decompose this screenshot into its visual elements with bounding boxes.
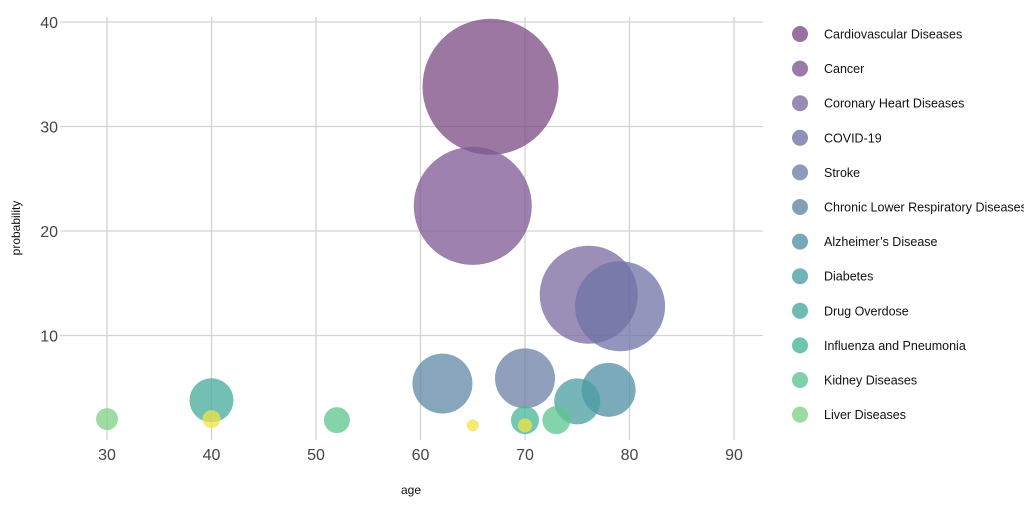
- legend-marker-icon: [792, 129, 808, 146]
- bubble-kidney-diseases[interactable]: [542, 406, 571, 435]
- axes: age probability 10 20 30 40 30 40 50 60 70 80 90: [9, 15, 743, 497]
- x-tick-label: 40: [203, 447, 221, 464]
- x-axis-title: age: [401, 483, 421, 497]
- legend-marker-icon: [792, 302, 808, 319]
- legend-marker-icon: [792, 233, 808, 250]
- bubble-covid-19[interactable]: [575, 261, 666, 352]
- bubble-stroke[interactable]: [495, 348, 555, 409]
- legend-label: Chronic Lower Respiratory Diseases: [824, 201, 1024, 215]
- legend-item[interactable]: Cancer: [792, 60, 864, 77]
- y-axis-title: probability: [9, 201, 23, 256]
- legend-label: Cardiovascular Diseases: [824, 28, 962, 42]
- legend-marker-icon: [792, 164, 808, 181]
- y-tick-label: 10: [40, 329, 58, 346]
- legend-label: COVID-19: [824, 131, 882, 145]
- legend-marker-icon: [792, 268, 808, 285]
- legend: Cardiovascular Diseases Cancer Coronary He…: [792, 26, 1024, 423]
- legend-item[interactable]: Stroke: [792, 164, 860, 181]
- legend-item[interactable]: Liver Diseases: [792, 406, 906, 423]
- x-tick-label: 80: [621, 447, 639, 464]
- legend-item[interactable]: Alzheimer’s Disease: [792, 233, 938, 250]
- x-tick-label: 50: [307, 447, 325, 464]
- legend-marker-icon: [792, 60, 808, 77]
- legend-item[interactable]: Cardiovascular Diseases: [792, 26, 962, 42]
- x-tick-label: 60: [412, 447, 430, 464]
- bubble-unlabeled[interactable]: [466, 419, 479, 432]
- legend-item[interactable]: Influenza and Pneumonia: [792, 337, 966, 354]
- legend-label: Kidney Diseases: [824, 374, 917, 388]
- legend-label: Cancer: [824, 62, 864, 76]
- legend-label: Liver Diseases: [824, 408, 906, 422]
- bubble-chronic-lower-respiratory-diseases[interactable]: [412, 353, 473, 414]
- legend-item[interactable]: Coronary Heart Diseases: [792, 95, 964, 112]
- y-tick-label: 30: [40, 120, 58, 137]
- legend-marker-icon: [792, 337, 808, 354]
- bubble-liver-diseases[interactable]: [96, 408, 118, 431]
- legend-item[interactable]: Diabetes: [792, 268, 873, 285]
- gridlines: [60, 17, 763, 440]
- x-tick-label: 90: [725, 447, 743, 464]
- bubble-kidney-diseases[interactable]: [323, 407, 350, 434]
- legend-label: Alzheimer’s Disease: [824, 235, 938, 249]
- legend-marker-icon: [792, 372, 808, 388]
- x-tick-label: 30: [98, 447, 116, 464]
- legend-marker-icon: [792, 406, 808, 423]
- legend-item[interactable]: Drug Overdose: [792, 302, 909, 319]
- bubble-layer: [96, 18, 666, 435]
- legend-marker-icon: [792, 199, 808, 215]
- bubble-cardiovascular-diseases[interactable]: [422, 18, 559, 155]
- bubble-unlabeled[interactable]: [202, 410, 221, 429]
- legend-item[interactable]: COVID-19: [792, 129, 882, 146]
- legend-item[interactable]: Chronic Lower Respiratory Diseases: [792, 199, 1024, 215]
- legend-marker-icon: [792, 95, 808, 112]
- bubble-cancer[interactable]: [413, 146, 532, 265]
- y-tick-label: 20: [40, 224, 58, 241]
- legend-label: Influenza and Pneumonia: [824, 339, 966, 353]
- x-tick-label: 70: [516, 447, 534, 464]
- legend-item[interactable]: Kidney Diseases: [792, 372, 917, 388]
- bubble-drug-overdose[interactable]: [189, 378, 234, 423]
- legend-label: Coronary Heart Diseases: [824, 97, 964, 111]
- legend-label: Diabetes: [824, 270, 873, 284]
- legend-marker-icon: [792, 26, 808, 42]
- legend-label: Drug Overdose: [824, 304, 909, 318]
- legend-label: Stroke: [824, 166, 860, 180]
- y-tick-label: 40: [40, 15, 58, 32]
- bubble-unlabeled[interactable]: [518, 418, 532, 433]
